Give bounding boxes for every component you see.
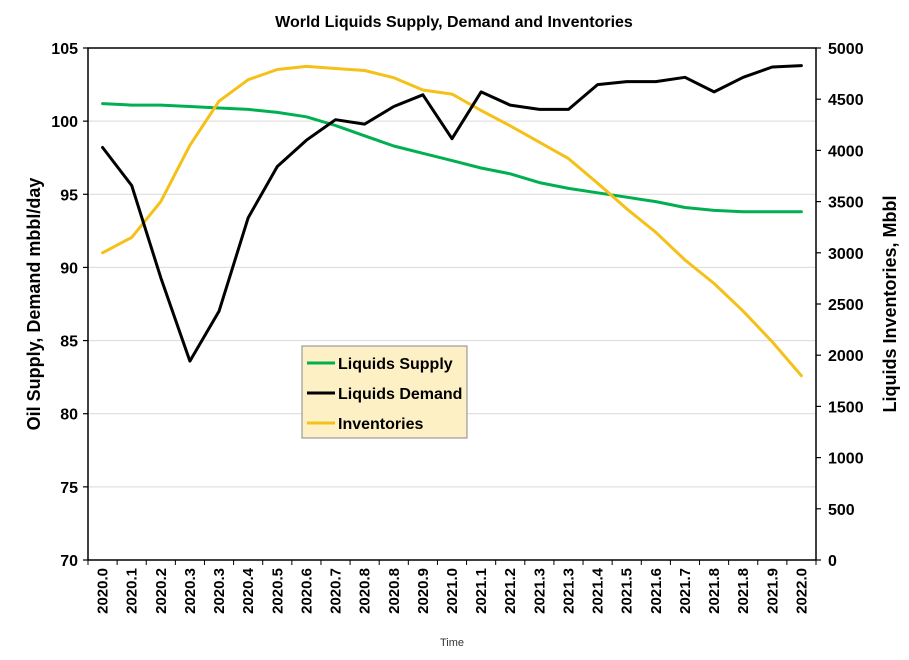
gridlines bbox=[88, 120, 816, 488]
right-tick-label: 3000 bbox=[828, 246, 864, 263]
right-tick-label: 4500 bbox=[828, 92, 864, 109]
x-tick-label: 2021.4 bbox=[590, 567, 607, 614]
x-tick-label: 2021.6 bbox=[648, 568, 665, 614]
right-tick-label: 4000 bbox=[828, 143, 864, 160]
legend: Liquids Supply Liquids Demand Inventories bbox=[301, 345, 468, 439]
x-tick-label: 2020.7 bbox=[328, 568, 345, 614]
x-tick-label: 2020.6 bbox=[298, 568, 315, 614]
series-line-inventories bbox=[101, 64, 803, 378]
series-lines bbox=[101, 64, 803, 378]
right-tick-label: 3500 bbox=[828, 195, 864, 212]
right-tick-label: 0 bbox=[828, 553, 837, 570]
left-axis-title: Oil Supply, Demand mbbl/day bbox=[24, 178, 44, 431]
left-tick-label: 70 bbox=[60, 553, 78, 570]
series-line-liquids-demand bbox=[101, 64, 803, 363]
left-axis-ticks: 70 75 80 85 90 95 100 105 bbox=[51, 41, 88, 570]
x-tick-label: 2021.8 bbox=[706, 568, 723, 614]
left-tick-label: 95 bbox=[60, 187, 78, 204]
x-tick-label: 2021.2 bbox=[502, 568, 519, 614]
right-tick-label: 1000 bbox=[828, 451, 864, 468]
left-tick-label: 80 bbox=[60, 407, 78, 424]
x-tick-label: 2020.8 bbox=[386, 568, 403, 614]
x-tick-label: 2021.9 bbox=[764, 568, 781, 614]
x-axis-title: Time bbox=[440, 637, 464, 649]
x-tick-label: 2021.8 bbox=[735, 568, 752, 614]
x-tick-label: 2020.5 bbox=[269, 568, 286, 614]
legend-label: Liquids Demand bbox=[338, 386, 462, 403]
x-tick-label: 2020.8 bbox=[357, 568, 374, 614]
left-tick-label: 85 bbox=[60, 334, 78, 351]
x-tick-label: 2021.1 bbox=[473, 568, 490, 614]
chart-title: World Liquids Supply, Demand and Invento… bbox=[275, 14, 633, 31]
right-axis-title: Liquids Inventories, Mbbl bbox=[880, 195, 900, 412]
x-tick-label: 2021.3 bbox=[531, 568, 548, 614]
x-tick-label: 2020.9 bbox=[415, 568, 432, 614]
right-axis-ticks: 0 500 1000 1500 2000 2500 3000 3500 4000 4500 5000 bbox=[816, 41, 864, 570]
x-tick-label: 2020.3 bbox=[182, 568, 199, 614]
x-tick-label: 2020.0 bbox=[95, 568, 112, 614]
left-tick-label: 90 bbox=[60, 260, 78, 277]
right-tick-label: 500 bbox=[828, 502, 855, 519]
left-tick-label: 100 bbox=[51, 114, 78, 131]
right-tick-label: 2000 bbox=[828, 348, 864, 365]
right-tick-label: 2500 bbox=[828, 297, 864, 314]
x-tick-label: 2021.0 bbox=[444, 568, 461, 614]
legend-label: Liquids Supply bbox=[338, 356, 453, 373]
series-line-liquids-supply bbox=[101, 102, 803, 214]
x-tick-label: 2021.3 bbox=[560, 568, 577, 614]
x-axis-ticks: 2020.0 2020.1 2020.2 2020.3 2020.3 2020.4 2020… bbox=[87, 560, 817, 614]
left-tick-label: 105 bbox=[51, 41, 78, 58]
legend-label: Inventories bbox=[338, 416, 423, 433]
x-tick-label: 2020.2 bbox=[153, 568, 170, 614]
left-tick-label: 75 bbox=[60, 480, 78, 497]
x-tick-label: 2020.3 bbox=[211, 568, 228, 614]
right-tick-label: 1500 bbox=[828, 399, 864, 416]
x-tick-label: 2020.1 bbox=[124, 568, 141, 614]
right-tick-label: 5000 bbox=[828, 41, 864, 58]
x-tick-label: 2020.4 bbox=[240, 567, 257, 614]
x-tick-label: 2022.0 bbox=[793, 568, 810, 614]
x-tick-label: 2021.7 bbox=[677, 568, 694, 614]
x-tick-label: 2021.5 bbox=[619, 568, 636, 614]
